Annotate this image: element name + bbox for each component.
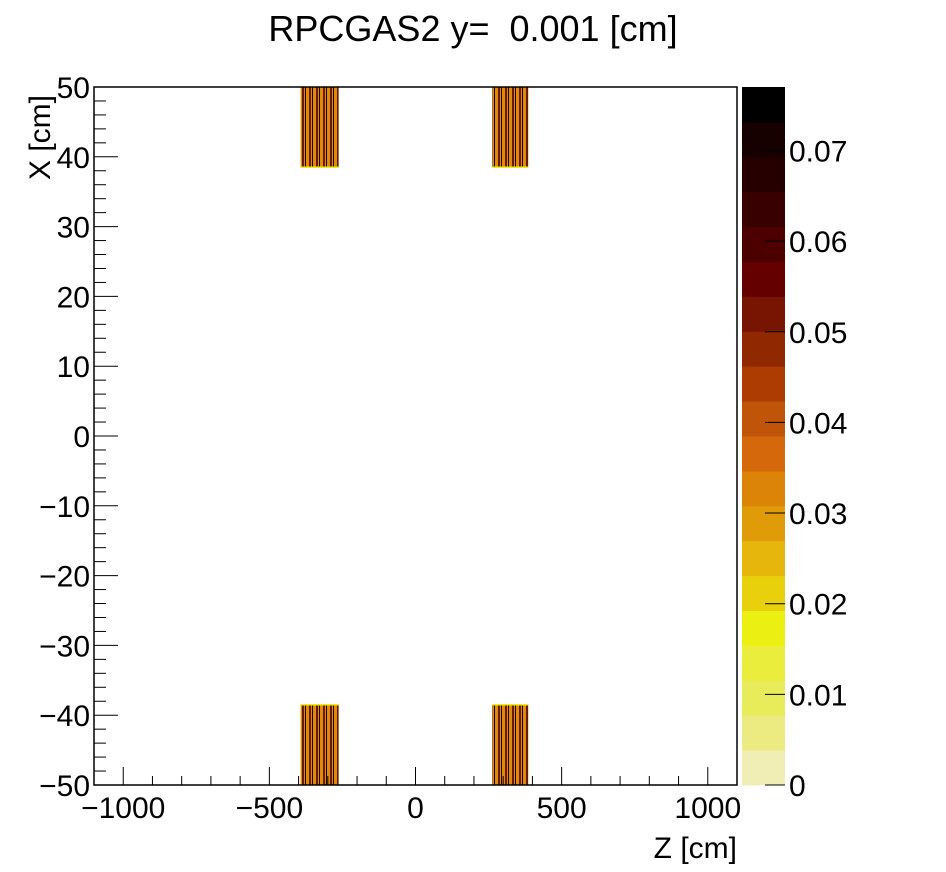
color-scale-band bbox=[742, 331, 785, 367]
y-tick-label: 0 bbox=[73, 421, 90, 454]
x-tick-label: 0 bbox=[407, 792, 424, 825]
y-tick-label: 20 bbox=[57, 281, 90, 314]
heatmap-region bbox=[300, 87, 339, 168]
color-scale-band bbox=[742, 296, 785, 332]
color-scale-band bbox=[742, 121, 785, 158]
x-axis-label: Z [cm] bbox=[654, 832, 737, 865]
color-scale-band bbox=[742, 680, 785, 716]
color-scale-band bbox=[742, 610, 785, 646]
color-scale-tick-label: 0.07 bbox=[789, 135, 847, 168]
color-scale-band bbox=[742, 750, 785, 786]
x-tick-label: −1000 bbox=[81, 792, 165, 825]
color-scale-band bbox=[742, 505, 785, 542]
y-tick-label: 10 bbox=[57, 351, 90, 384]
x-tick-label: −500 bbox=[236, 792, 304, 825]
y-tick-label: 40 bbox=[57, 142, 90, 175]
y-tick-label: −50 bbox=[39, 770, 90, 803]
color-scale-tick-label: 0.06 bbox=[789, 226, 847, 259]
color-scale-band bbox=[742, 645, 785, 681]
heatmap-region bbox=[492, 87, 529, 168]
color-scale-band bbox=[742, 401, 785, 437]
color-scale-band bbox=[742, 540, 785, 577]
y-tick-label: 30 bbox=[57, 212, 90, 245]
x-axis: −1000 −500 0 500 1000 bbox=[81, 767, 741, 825]
color-scale-band bbox=[742, 470, 785, 507]
color-scale-band bbox=[742, 715, 785, 751]
color-scale-band bbox=[742, 366, 785, 402]
x-tick-label: 1000 bbox=[674, 792, 741, 825]
color-scale-band bbox=[742, 87, 785, 123]
y-tick-label: 50 bbox=[57, 72, 90, 105]
chart-title: RPCGAS2 y= 0.001 [cm] bbox=[268, 8, 678, 49]
color-scale-tick-label: 0 bbox=[789, 770, 806, 803]
color-scale-tick-label: 0.03 bbox=[789, 498, 847, 531]
color-scale-bar: 0 0.01 0.02 0.03 0.04 0.05 0.06 0.07 bbox=[742, 87, 847, 803]
color-scale-band bbox=[742, 436, 785, 472]
color-scale-tick-label: 0.01 bbox=[789, 679, 847, 712]
heatmap-regions bbox=[300, 87, 529, 785]
y-axis: 50 40 30 20 10 0 −10 −20 −30 −40 −50 bbox=[39, 72, 118, 803]
color-scale-tick-label: 0.05 bbox=[789, 317, 847, 350]
color-scale-band bbox=[742, 226, 785, 262]
color-scale-tick-label: 0.02 bbox=[789, 589, 847, 622]
color-scale-tick-label: 0.04 bbox=[789, 407, 847, 440]
color-scale-band bbox=[742, 261, 785, 297]
x-tick-label: 500 bbox=[537, 792, 587, 825]
y-tick-label: −10 bbox=[39, 491, 90, 524]
y-tick-label: −30 bbox=[39, 630, 90, 663]
color-scale-band bbox=[742, 156, 785, 193]
y-axis-label: X [cm] bbox=[24, 95, 57, 180]
heatmap-region bbox=[492, 704, 529, 785]
color-scale-band bbox=[742, 191, 785, 228]
y-tick-label: −20 bbox=[39, 561, 90, 594]
heatmap-region bbox=[300, 704, 339, 785]
plot-frame bbox=[93, 86, 738, 786]
color-scale-band bbox=[742, 575, 785, 611]
y-tick-label: −40 bbox=[39, 700, 90, 733]
